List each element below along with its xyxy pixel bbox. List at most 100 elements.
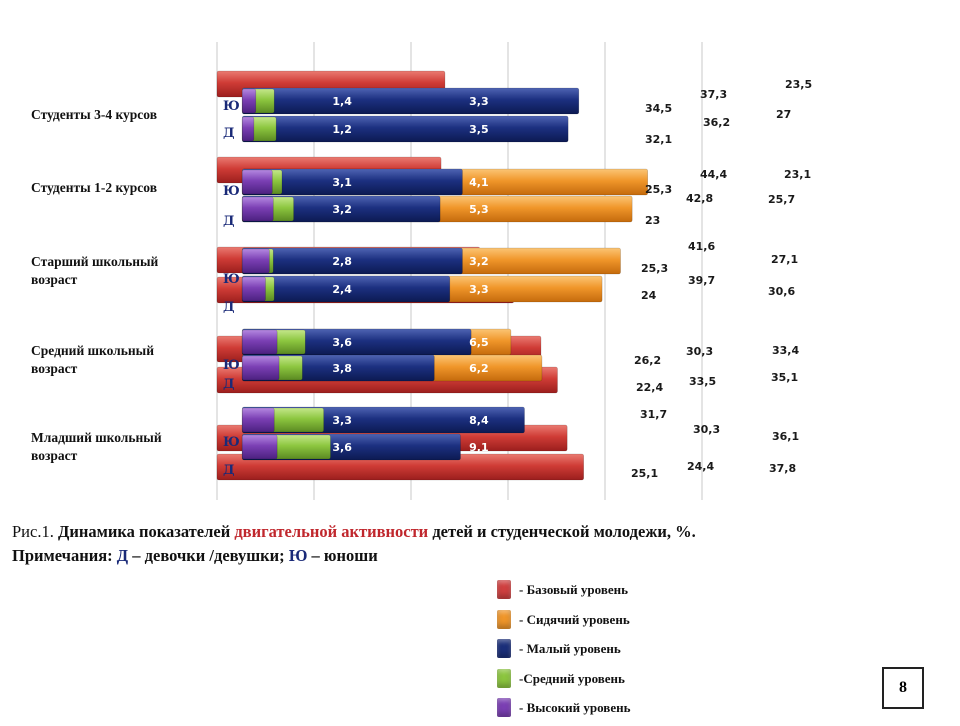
value-label: 22,4 [636,381,663,394]
value-label: 33,4 [772,344,799,357]
group-code-label: Д [223,377,235,392]
bar-small [241,115,569,143]
bar-high [241,407,275,433]
code-y-text: – юноши [307,546,378,565]
value-label: 37,3 [700,88,727,101]
legend-label: - Малый уровень [519,641,621,656]
figure-caption: Рис.1. Динамика показателей двигательной… [12,520,942,568]
legend-label: - Высокий уровень [519,700,631,715]
label-medium: 1,2 [332,123,352,136]
label-high: 9,1 [469,441,489,454]
bar-high [241,196,274,222]
code-d-text: – девочки /девушки; [128,546,289,565]
bar-labels: 1,4 3,3 Ю 3,1 4,1 Ю 2,8 3,2 Ю 3,6 6,5 Ю 3,3 8,4 Ю 1,2 3,… [223,78,812,480]
legend-swatch [497,639,511,658]
label-medium: 3,1 [332,176,352,189]
legend-label: -Средний уровень [519,670,625,686]
bar-small [241,87,580,115]
value-label: 27 [776,108,791,121]
page-number: 8 [882,667,924,709]
bar-high [241,88,257,114]
bar-high [241,116,255,142]
value-label: 24 [641,289,657,302]
value-label: 24,4 [687,460,714,473]
category-label: Средний школьный возраст [31,343,154,376]
legend-label: - Базовый уровень [519,582,628,597]
caption-text-end: детей и студенческой молодежи, %. [428,522,696,541]
code-d: Д [116,546,129,565]
group-code-label: Д [223,463,235,478]
value-label: 25,3 [641,262,668,275]
group-code-label: Ю [223,272,240,287]
label-medium: 3,2 [332,203,352,216]
label-high: 5,3 [469,203,489,216]
bar-high [241,434,278,460]
legend-swatch [497,609,511,629]
group-code-label: Д [223,214,235,229]
label-medium: 2,8 [332,255,352,268]
category-label: Старший школьный возраст [31,254,159,287]
label-high: 3,3 [469,95,489,108]
value-label: 25,1 [631,467,658,480]
bar-chart: 1,4 3,3 Ю 3,1 4,1 Ю 2,8 3,2 Ю 3,6 6,5 Ю 3,3 8,4 Ю 1,2 3,… [216,42,812,500]
label-medium: 2,4 [332,283,352,296]
value-label: 30,6 [768,285,795,298]
group-code-label: Д [223,300,235,315]
label-high: 3,2 [469,255,489,268]
label-high: 8,4 [469,414,489,427]
bar-small [241,247,463,275]
label-medium: 1,4 [332,95,352,108]
bar-high [241,169,273,195]
bar-high [241,329,278,355]
label-high: 4,1 [469,176,489,189]
value-label: 42,8 [686,192,713,205]
caption-highlight: двигательной активности [234,522,429,541]
value-label: 23,5 [785,78,812,91]
group-code-label: Ю [223,184,240,199]
value-label: 44,4 [700,168,727,181]
code-y: Ю [288,546,308,565]
value-label: 30,3 [686,345,713,358]
bar-high [241,276,266,302]
label-high: 6,2 [469,362,489,375]
value-label: 30,3 [693,423,720,436]
legend-label: - Сидячий уровень [519,611,630,627]
value-label: 27,1 [771,253,798,266]
label-high: 6,5 [469,336,489,349]
value-label: 36,2 [703,116,730,129]
legend-swatch [497,668,511,688]
label-medium: 3,8 [332,362,352,375]
value-label: 41,6 [688,240,715,253]
category-label: Младший школьный возраст [31,430,162,463]
value-label: 25,7 [768,193,795,206]
notes-label: Примечания: [12,546,117,565]
value-label: 25,3 [645,183,672,196]
value-label: 39,7 [688,274,715,287]
label-medium: 3,3 [332,414,352,427]
category-label: Студенты 1-2 курсов [31,180,157,195]
legend-swatch [497,580,511,599]
value-label: 23 [645,214,660,227]
category-label: Студенты 3-4 курсов [31,107,157,122]
value-label: 37,8 [769,462,796,475]
group-code-label: Ю [223,99,240,114]
caption-text: Динамика показателей [57,522,235,541]
value-label: 36,1 [772,430,799,443]
value-label: 31,7 [640,408,667,421]
group-code-label: Ю [223,358,240,373]
label-medium: 3,6 [332,441,352,454]
bar-high [241,355,280,381]
value-label: 35,1 [771,371,798,384]
value-label: 34,5 [645,102,672,115]
group-code-label: Ю [223,435,240,450]
value-label: 32,1 [645,133,672,146]
bar-high [241,248,270,274]
bars [216,70,648,481]
label-high: 3,3 [469,283,489,296]
value-label: 26,2 [634,354,661,367]
label-medium: 3,6 [332,336,352,349]
caption-prefix: Рис.1. [12,522,58,541]
value-label: 23,1 [784,168,811,181]
legend-swatch [497,698,511,717]
label-high: 3,5 [469,123,489,136]
